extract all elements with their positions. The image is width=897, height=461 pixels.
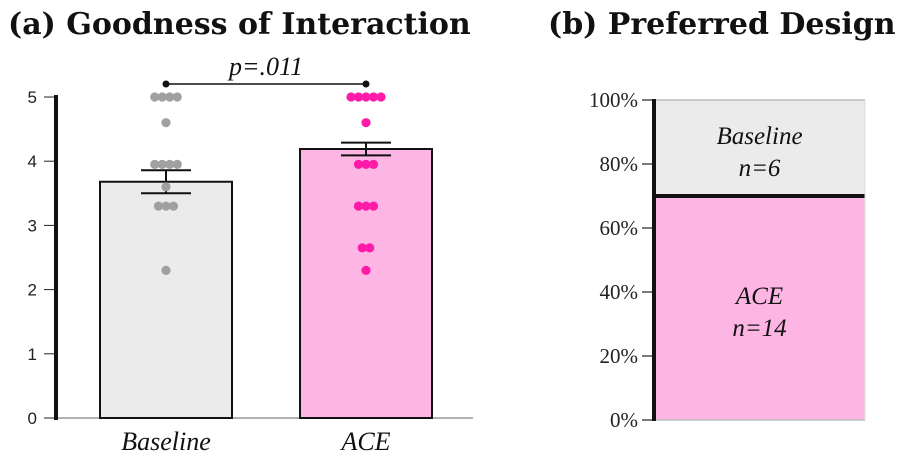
significance-label: p=.011 bbox=[227, 52, 303, 81]
y-tick-label: 60% bbox=[600, 216, 639, 240]
data-point-baseline bbox=[161, 182, 171, 192]
y-tick-label: 1 bbox=[28, 345, 37, 364]
data-point-ace bbox=[368, 159, 379, 170]
data-point-ace bbox=[361, 201, 371, 211]
y-tick-label: 0% bbox=[610, 408, 638, 432]
data-point-baseline bbox=[172, 92, 182, 102]
data-point-ace bbox=[361, 118, 371, 128]
data-point-ace bbox=[353, 92, 364, 102]
data-point-baseline bbox=[157, 159, 167, 170]
bar-baseline bbox=[99, 180, 233, 419]
significance-end-right bbox=[362, 80, 370, 88]
data-point-baseline bbox=[168, 201, 179, 211]
y-tick-label: 3 bbox=[28, 216, 37, 235]
data-point-baseline bbox=[161, 118, 171, 128]
panel-a-title: (a) Goodness of Interaction bbox=[8, 7, 471, 42]
segment-name-ace: ACE bbox=[734, 283, 783, 310]
data-point-baseline bbox=[172, 159, 182, 170]
segment-count-ace: n=14 bbox=[732, 315, 786, 342]
data-point-ace bbox=[361, 159, 371, 170]
data-point-baseline bbox=[153, 201, 164, 211]
significance-end-left bbox=[162, 80, 170, 88]
y-tick-label: 0 bbox=[28, 409, 37, 428]
data-point-ace bbox=[368, 201, 379, 211]
data-point-ace bbox=[353, 201, 364, 211]
y-tick-label: 2 bbox=[28, 281, 37, 300]
data-point-baseline bbox=[150, 159, 160, 170]
data-point-ace bbox=[357, 243, 367, 253]
data-point-ace bbox=[353, 159, 364, 170]
data-point-ace bbox=[361, 265, 371, 275]
y-tick-label: 4 bbox=[28, 152, 37, 171]
data-point-ace bbox=[361, 92, 371, 102]
x-category-label: ACE bbox=[339, 427, 390, 456]
data-point-ace bbox=[346, 92, 356, 102]
panel-b-title: (b) Preferred Design bbox=[548, 7, 896, 42]
data-point-baseline bbox=[165, 92, 175, 102]
data-point-ace bbox=[368, 92, 379, 102]
data-point-baseline bbox=[165, 159, 175, 170]
y-tick-label: 5 bbox=[28, 88, 37, 107]
data-point-ace bbox=[376, 92, 386, 102]
stacked-segment-ace bbox=[654, 196, 865, 420]
data-point-baseline bbox=[161, 201, 171, 211]
data-point-baseline bbox=[150, 92, 160, 102]
panel-b-chart: ACE n=14 Baseline n=6 0% 20% 40% 60% 80% 100% bbox=[589, 88, 866, 432]
stacked-segment-baseline bbox=[654, 100, 865, 196]
bar-ace bbox=[299, 148, 433, 419]
y-tick-label: 20% bbox=[600, 344, 639, 368]
x-category-label: Baseline bbox=[121, 427, 211, 456]
data-point-baseline bbox=[161, 265, 171, 275]
data-point-baseline bbox=[157, 92, 167, 102]
data-point-ace bbox=[365, 243, 375, 253]
y-tick-label: 80% bbox=[600, 152, 639, 176]
y-tick-label: 40% bbox=[600, 280, 639, 304]
segment-count-baseline: n=6 bbox=[739, 155, 781, 182]
panel-a-chart: 0 1 2 3 4 5 Baseline ACE p=.011 bbox=[28, 52, 473, 456]
segment-name-baseline: Baseline bbox=[716, 123, 802, 150]
y-tick-label: 100% bbox=[589, 88, 638, 112]
